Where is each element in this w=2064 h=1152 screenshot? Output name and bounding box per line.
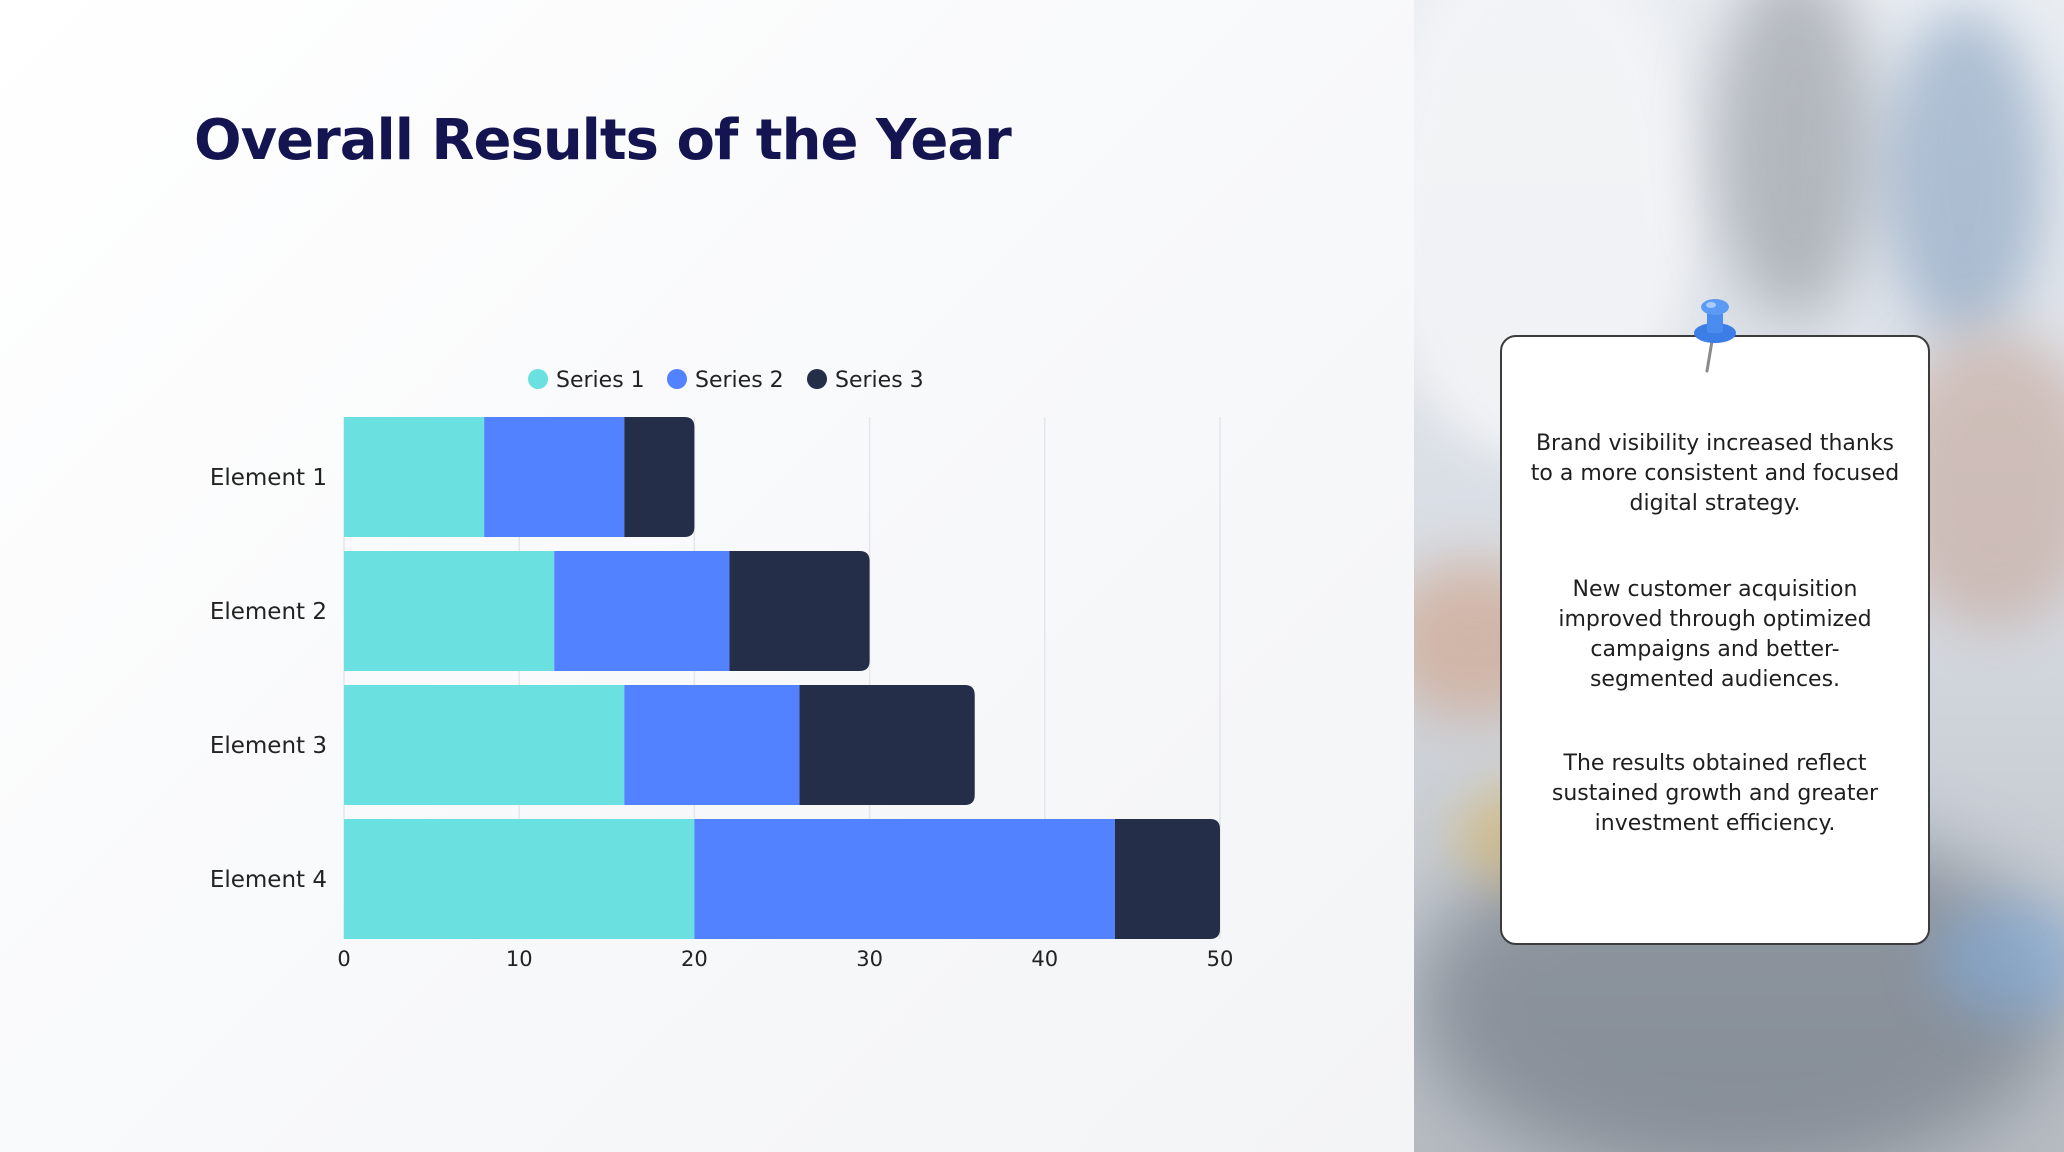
notes-card: Brand visibility increased thanks to a m… [1500, 335, 1930, 945]
legend-label: Series 3 [835, 368, 924, 393]
legend-label: Series 1 [556, 368, 645, 393]
bar-segment [554, 551, 730, 671]
category-label: Element 4 [210, 867, 327, 893]
legend-label: Series 2 [695, 368, 784, 393]
tick-label: 30 [856, 947, 883, 971]
bar-segment [1114, 819, 1220, 939]
card-paragraph: New customer acquisition improved throug… [1558, 577, 1872, 692]
bar-segment [624, 417, 695, 537]
bar-segment [799, 685, 975, 805]
tick-label: 50 [1207, 947, 1234, 971]
category-label: Element 2 [210, 599, 327, 625]
tick-label: 20 [681, 947, 708, 971]
card-paragraph: The results obtained reflect sustained g… [1551, 751, 1879, 836]
bar-segment [344, 819, 695, 939]
card-paragraph: Brand visibility increased thanks to a m… [1530, 431, 1900, 516]
bar-segment [484, 417, 625, 537]
legend-marker [528, 369, 548, 389]
category-label: Element 3 [210, 733, 327, 759]
bar-segment [694, 819, 1115, 939]
bar-segment [344, 417, 485, 537]
category-label: Element 1 [210, 465, 327, 491]
pushpin-icon [1694, 299, 1736, 373]
bar-segment [624, 685, 800, 805]
stacked-bar-chart: Element 1 Element 2 Element 3 Element 4 0 10 2… [210, 368, 1234, 971]
bar-segment [344, 551, 555, 671]
bar-segment [344, 685, 625, 805]
tick-label: 10 [506, 947, 533, 971]
bar-segment [729, 551, 870, 671]
legend-marker [807, 369, 827, 389]
tick-label: 40 [1031, 947, 1058, 971]
tick-label: 0 [337, 947, 350, 971]
legend-marker [667, 369, 687, 389]
slide-title: Overall Results of the Year [194, 108, 1012, 173]
